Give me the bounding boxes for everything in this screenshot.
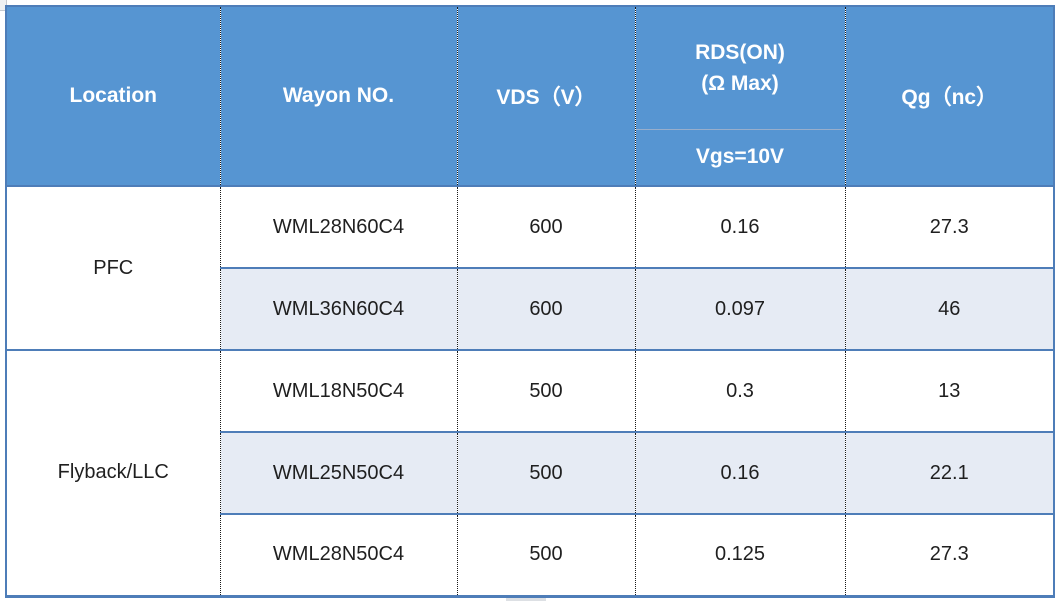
table-header: Location Wayon NO. VDS（V） RDS(ON) (Ω Max… (5, 5, 1055, 187)
location-cell: PFC (5, 185, 221, 351)
vds-cell: 600 (456, 185, 636, 269)
col-header-location: Location (5, 5, 221, 187)
rds-header-title: RDS(ON) (Ω Max) (636, 8, 844, 130)
col-header-qg: Qg（nc） (844, 5, 1055, 187)
location-cell: Flyback/LLC (5, 349, 221, 597)
rds-cell: 0.16 (634, 431, 846, 515)
part-number-cell: WML28N60C4 (219, 185, 458, 269)
rds-header-condition: Vgs=10V (695, 145, 785, 168)
table-row: Flyback/LLC WML18N50C4 500 0.3 13 (5, 349, 1055, 597)
part-number-cell: WML25N50C4 (219, 431, 458, 515)
qg-cell: 46 (844, 267, 1055, 351)
col-header-wayon-no: Wayon NO. (219, 5, 458, 187)
rds-cell: 0.3 (634, 349, 846, 433)
screen-bottom-artifact (506, 598, 546, 601)
vds-cell: 500 (456, 431, 636, 515)
header-row: Location Wayon NO. VDS（V） RDS(ON) (Ω Max… (5, 5, 1055, 187)
part-number-cell: WML36N60C4 (219, 267, 458, 351)
table-row: WML25N50C4 500 0.16 22.1 (6, 431, 1055, 515)
part-number-cell: WML28N50C4 (219, 513, 458, 597)
table-row: WML28N50C4 500 0.125 27.3 (6, 513, 1055, 597)
col-header-vds: VDS（V） (456, 5, 636, 187)
part-number-cell: WML18N50C4 (219, 349, 458, 433)
qg-cell: 27.3 (844, 513, 1055, 597)
rds-header-line1: RDS(ON) (695, 41, 785, 65)
qg-cell: 13 (844, 349, 1055, 433)
rds-cell: 0.097 (634, 267, 846, 351)
qg-cell: 22.1 (844, 431, 1055, 515)
rds-cell: 0.125 (634, 513, 846, 597)
vds-cell: 500 (456, 513, 636, 597)
qg-cell: 27.3 (844, 185, 1055, 269)
col-header-rds: RDS(ON) (Ω Max) Vgs=10V (634, 5, 846, 187)
table-body: PFC WML28N60C4 600 0.16 27.3 WML36N60C4 600 0.0… (5, 185, 1055, 597)
mosfet-selection-table: Location Wayon NO. VDS（V） RDS(ON) (Ω Max… (5, 5, 1055, 598)
rds-header-line2: (Ω Max) (701, 71, 779, 95)
table-row: WML36N60C4 600 0.097 46 (6, 267, 1055, 351)
rds-cell: 0.16 (634, 185, 846, 269)
vds-cell: 500 (456, 349, 636, 433)
table-row: PFC WML28N60C4 600 0.16 27.3 (5, 185, 1055, 351)
vds-cell: 600 (456, 267, 636, 351)
